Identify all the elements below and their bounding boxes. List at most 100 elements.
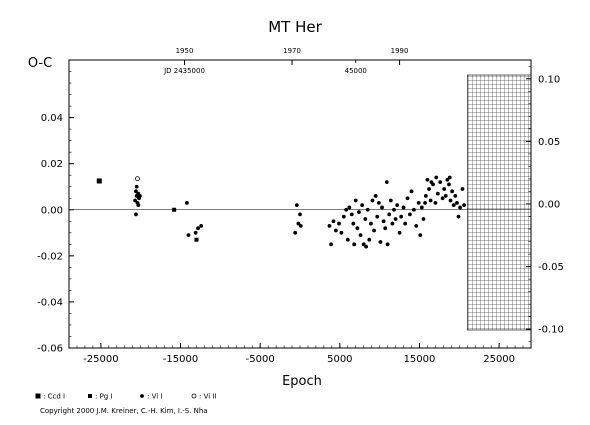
data-point [433, 200, 438, 205]
data-point [419, 205, 424, 210]
data-point [403, 221, 408, 226]
data-point [414, 223, 419, 228]
data-point [184, 200, 189, 205]
y-tick-label: -0.04 [37, 297, 63, 308]
data-point [450, 189, 455, 194]
data-point [353, 198, 358, 203]
data-point [438, 180, 443, 185]
data-point [199, 223, 204, 228]
data-point [136, 203, 141, 208]
data-point [347, 205, 352, 210]
data-point [345, 237, 350, 242]
data-point [443, 194, 448, 198]
top-year-label: 1950 [176, 47, 194, 55]
data-point [383, 226, 388, 231]
data-point [352, 242, 357, 247]
data-point [392, 207, 396, 212]
data-point [368, 221, 373, 226]
hatched-region [466, 74, 532, 331]
data-point [428, 198, 433, 203]
x-tick-label: 15000 [404, 354, 436, 365]
data-point [96, 178, 102, 184]
data-point [339, 230, 344, 235]
data-point [423, 200, 427, 205]
data-point [134, 184, 139, 189]
legend-marker [88, 394, 92, 398]
x-tick-label: -15000 [163, 354, 198, 365]
data-point [373, 194, 378, 198]
data-point [133, 198, 138, 203]
legend-label: : Vi II [199, 393, 217, 401]
top-jd-label: 45000 [345, 67, 367, 75]
data-point [456, 214, 461, 219]
data-point [134, 212, 138, 217]
data-point [390, 221, 395, 226]
data-point [370, 198, 375, 203]
data-point [358, 233, 363, 238]
data-point [385, 242, 390, 247]
data-point [416, 200, 421, 205]
data-point [378, 240, 383, 244]
data-point [327, 223, 332, 228]
right-y-tick-label: -0.05 [538, 262, 564, 273]
data-point [333, 228, 338, 233]
data-point [365, 207, 370, 212]
data-point [418, 233, 423, 238]
data-point [344, 207, 349, 212]
chart-title: MT Her [268, 18, 322, 36]
y-tick-label: -0.06 [37, 344, 63, 355]
x-axis-label: Epoch [282, 374, 322, 389]
data-point [364, 244, 369, 249]
data-point [423, 194, 428, 198]
data-point [135, 176, 140, 182]
data-point [455, 200, 459, 205]
data-point [412, 207, 416, 212]
data-point [349, 212, 354, 217]
top-year-label: 1970 [283, 47, 301, 55]
data-point [393, 217, 398, 221]
right-y-tick-label: -0.10 [538, 325, 564, 336]
data-point [296, 221, 301, 226]
copyright-text: Copyright 2000 J.M. Kreiner, C.-H. Kim, … [40, 407, 208, 415]
data-point [331, 219, 336, 224]
data-point [425, 177, 430, 182]
legend-label: : Vi I [147, 393, 162, 401]
data-point [384, 180, 389, 185]
data-point [445, 177, 450, 182]
data-point [193, 230, 198, 235]
data-point [196, 226, 200, 231]
y-tick-label: 0.00 [41, 205, 63, 216]
y-tick-label: 0.04 [41, 113, 63, 124]
data-point [351, 221, 356, 226]
x-tick-label: -25000 [83, 354, 118, 365]
data-point [448, 198, 453, 203]
data-point [367, 237, 372, 242]
data-point [442, 187, 447, 191]
data-point [294, 203, 299, 208]
data-point [134, 189, 138, 194]
data-point [405, 196, 410, 201]
legend: : Ccd I: Pg I: Vi I: Vi II [35, 393, 217, 401]
legend-marker [140, 394, 144, 398]
data-point [395, 203, 400, 208]
data-point [172, 207, 177, 212]
data-point [380, 205, 384, 210]
data-point [429, 180, 434, 185]
top-year-label: 1990 [391, 47, 409, 55]
data-point [194, 237, 199, 242]
data-point [376, 200, 381, 205]
data-point [435, 191, 440, 196]
x-tick-label: -5000 [246, 354, 275, 365]
data-point [401, 205, 406, 210]
data-point [462, 203, 466, 208]
data-point [408, 212, 412, 217]
top-jd-label: JD 2435000 [163, 67, 205, 75]
data-point [186, 233, 191, 238]
data-point [337, 221, 341, 226]
data-point [341, 214, 346, 219]
y-axis-label: O-C [28, 56, 52, 71]
data-point [381, 219, 386, 224]
data-point [460, 187, 465, 191]
data-point [399, 214, 404, 219]
